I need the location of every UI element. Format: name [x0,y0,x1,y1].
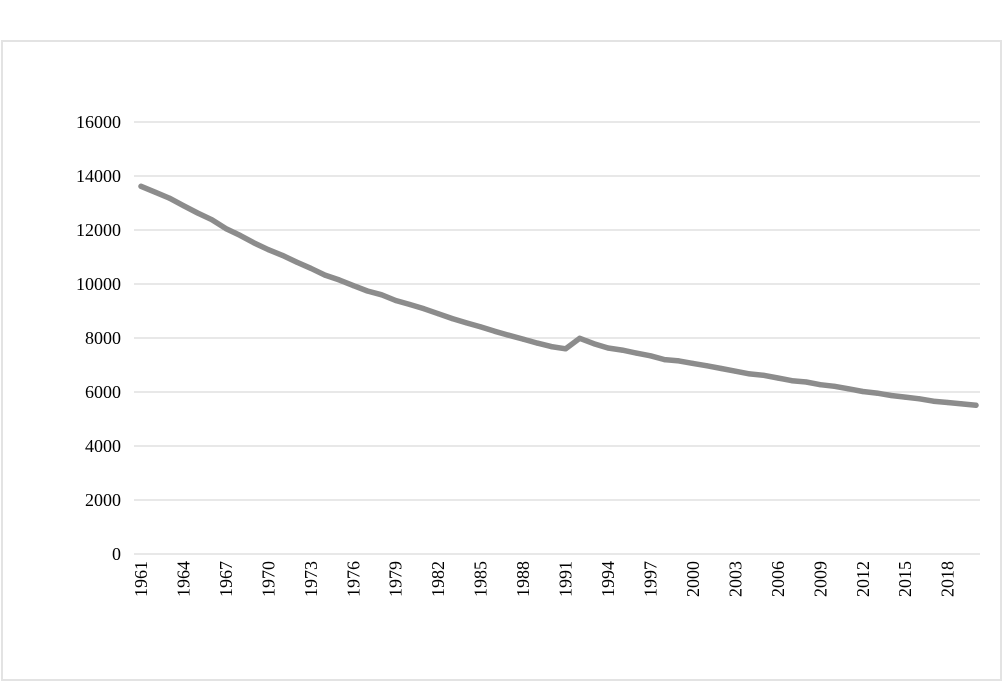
x-tick-label: 2006 [768,561,788,597]
y-axis-tick-labels: 0 2000 4000 6000 8000 10000 12000 14000 16000 [76,112,121,564]
data-point-1980 [407,301,413,308]
x-tick-label: 1982 [428,561,448,597]
data-point-2002 [718,365,724,372]
data-point-1987 [506,332,512,338]
data-point-2003 [732,368,739,374]
y-tick-label: 10000 [76,274,121,294]
x-tick-label: 1976 [343,561,363,597]
data-point-1973 [308,265,314,271]
data-point-2000 [690,360,696,366]
data-point-2016 [916,396,923,402]
series-line [138,183,979,408]
data-point-1998 [662,357,668,363]
data-point-1977 [364,288,370,294]
data-point-1992 [577,335,583,341]
x-tick-label: 1991 [556,561,576,597]
chart-frame: 0 2000 4000 6000 8000 10000 12000 14000 16000 19… [1,40,1002,681]
x-tick-label: 1994 [598,561,618,597]
data-point-1991 [563,346,569,352]
data-point-1970 [265,247,271,253]
x-tick-label: 2009 [810,561,830,597]
data-point-1972 [294,259,300,265]
data-point-1993 [591,341,597,347]
x-tick-label: 1988 [513,561,533,597]
y-tick-label: 12000 [76,220,121,240]
data-point-1985 [478,324,484,330]
data-point-1989 [534,340,540,346]
data-point-2018 [945,399,951,406]
x-tick-label: 1964 [173,561,193,597]
y-tick-label: 4000 [85,436,121,456]
x-tick-label: 2015 [895,561,915,597]
data-point-2004 [747,371,753,377]
x-tick-label: 1967 [216,561,236,597]
x-tick-label: 1970 [258,561,278,597]
data-point-1964 [180,203,187,209]
data-point-1984 [463,320,470,326]
y-tick-label: 0 [112,544,121,564]
data-point-1974 [322,272,328,278]
data-point-2017 [930,398,937,404]
data-point-2006 [775,375,781,381]
data-point-2020 [973,402,979,408]
data-point-1969 [251,240,257,246]
x-tick-label: 2003 [725,561,745,597]
y-tick-label: 6000 [85,382,121,402]
x-tick-label: 2012 [853,561,873,597]
data-point-2005 [761,372,767,378]
data-point-2009 [817,382,823,388]
data-point-1961 [138,183,144,189]
data-point-1988 [520,336,526,342]
data-point-2007 [789,378,795,384]
data-point-2019 [959,401,965,407]
data-point-1986 [492,328,498,334]
data-point-2012 [860,388,866,395]
data-point-1982 [435,311,441,317]
data-point-2008 [803,379,809,385]
y-tick-label: 14000 [76,166,121,186]
x-tick-label: 1961 [131,561,151,597]
line-chart: 0 2000 4000 6000 8000 10000 12000 14000 16000 19… [76,112,980,597]
data-point-1968 [237,232,243,238]
data-point-1962 [152,189,158,195]
data-point-1999 [676,358,682,364]
data-point-2014 [888,392,894,399]
x-tick-label: 1985 [471,561,491,597]
data-point-2001 [704,363,710,369]
y-tick-label: 8000 [85,328,121,348]
data-point-1979 [393,297,399,304]
data-point-2013 [874,390,880,396]
data-point-1963 [166,195,172,201]
gridlines [134,121,980,555]
x-tick-label: 2018 [938,561,958,597]
data-point-1978 [379,292,385,298]
data-point-1975 [336,277,342,283]
data-point-1967 [223,226,229,232]
data-point-1994 [605,345,611,351]
data-point-1996 [633,350,639,356]
x-tick-label: 1973 [301,561,321,597]
data-point-2015 [902,394,908,400]
data-point-1965 [195,210,201,216]
data-point-1997 [647,353,654,359]
data-points [138,183,979,408]
data-point-1971 [279,252,286,258]
data-point-1981 [421,306,427,312]
x-tick-label: 2000 [683,561,703,597]
data-point-1983 [449,316,455,322]
data-point-1966 [209,217,215,223]
data-point-2010 [831,383,838,389]
data-point-1995 [619,347,625,353]
y-tick-label: 16000 [76,112,121,132]
data-point-1976 [350,283,356,289]
x-tick-label: 1979 [386,561,406,597]
y-tick-label: 2000 [85,490,121,510]
x-tick-label: 1997 [640,561,660,597]
data-point-1990 [548,344,555,350]
data-point-2011 [846,386,852,392]
x-axis-tick-labels: 1961 1964 1967 1970 1973 1976 1979 1982 1985 1988… [131,561,958,597]
